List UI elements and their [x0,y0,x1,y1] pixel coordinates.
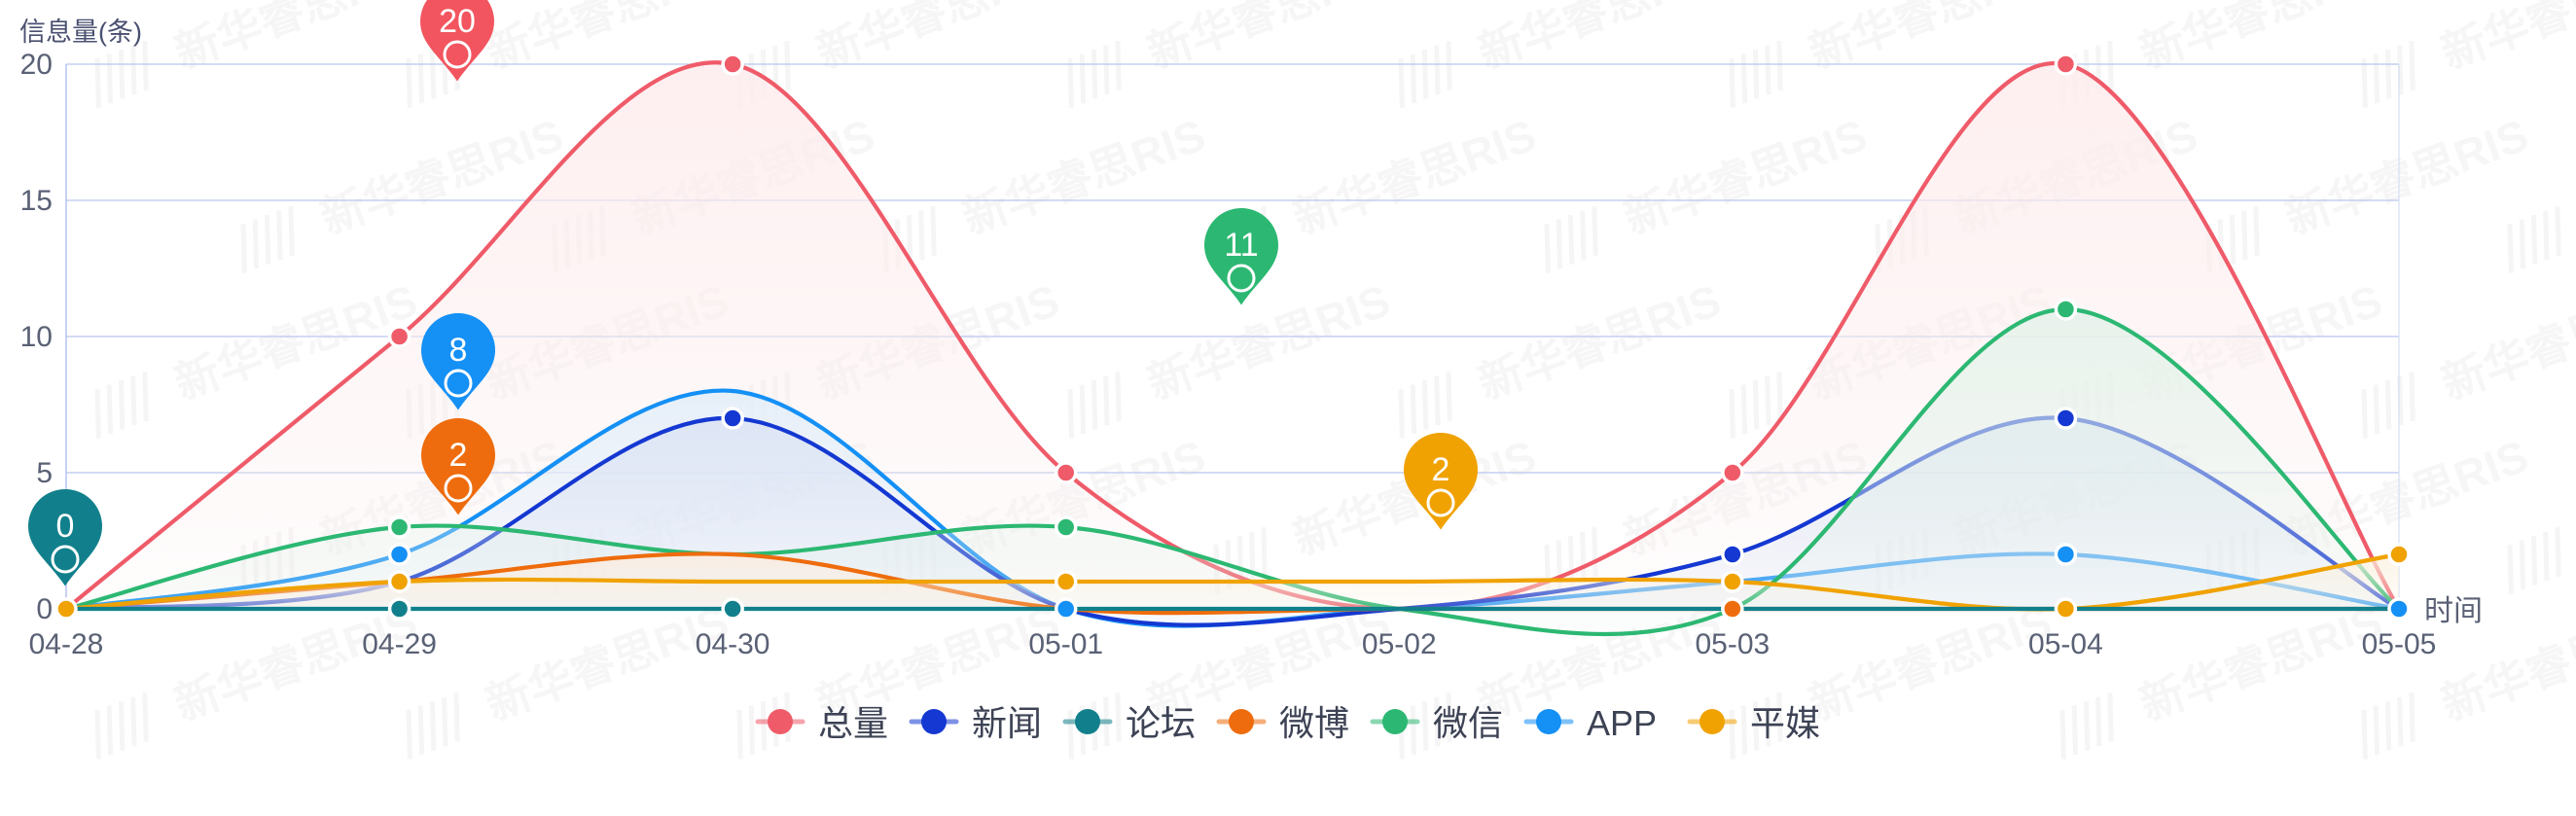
legend-item-微博[interactable]: 微博 [1216,703,1349,743]
legend-label: 总量 [818,703,888,743]
pin-value-label: 8 [449,332,468,369]
legend-item-总量[interactable]: 总量 [755,703,888,743]
data-point[interactable] [387,597,411,621]
x-axis-tick: 04-30 [696,628,770,660]
legend-item-论坛[interactable]: 论坛 [1062,703,1196,743]
data-point[interactable] [1054,515,1078,539]
pin-marker-forum-04-28[interactable]: 0 [28,489,102,586]
legend-label: 微信 [1433,703,1503,743]
y-axis-tick: 15 [20,185,53,217]
data-point[interactable] [2054,298,2078,321]
legend-label: 平媒 [1750,703,1820,743]
data-point[interactable] [54,597,78,621]
y-axis-tick: 20 [20,49,53,81]
pin-marker-wechat-05-04[interactable]: 11 [1204,208,1278,305]
x-axis-title: 时间 [2424,595,2483,627]
pin-marker-app-04-30[interactable]: 8 [421,313,495,410]
x-axis-tick: 05-01 [1028,628,1103,660]
y-axis-tick: 0 [36,593,53,625]
x-axis-tick: 05-02 [1362,628,1437,660]
data-point[interactable] [721,53,744,76]
data-point[interactable] [1721,570,1744,593]
y-axis-tick: 10 [20,321,53,353]
legend-label: 论坛 [1126,703,1196,743]
data-point[interactable] [387,515,411,539]
legend-label: 新闻 [972,703,1042,743]
data-point[interactable] [1721,543,1744,566]
legend-item-平媒[interactable]: 平媒 [1687,703,1820,743]
legend-item-新闻[interactable]: 新闻 [909,703,1042,743]
pin-value-label: 0 [56,508,75,545]
legend-item-微信[interactable]: 微信 [1370,703,1503,743]
pin-marker-weibo-04-30[interactable]: 2 [421,418,495,515]
data-point[interactable] [2387,597,2411,621]
legend-label: 微博 [1279,703,1349,743]
data-point[interactable] [2054,53,2078,76]
x-axis-tick: 05-05 [2362,628,2437,660]
data-point[interactable] [1054,570,1078,593]
pin-value-label: 11 [1224,227,1258,264]
data-point[interactable] [2054,543,2078,566]
legend-label: APP [1587,703,1657,743]
pin-marker-total-04-30[interactable]: 20 [420,0,494,82]
pin-value-label: 2 [449,437,468,474]
y-axis-tick: 5 [36,457,53,489]
data-point[interactable] [387,570,411,593]
pin-value-label: 20 [439,3,476,40]
legend-item-APP[interactable]: APP [1523,703,1657,743]
x-axis-tick: 05-03 [1695,628,1770,660]
pin-marker-print-05-05[interactable]: 2 [1404,433,1478,530]
x-axis-tick: 04-28 [29,628,104,660]
data-point[interactable] [2054,407,2078,430]
data-point[interactable] [387,325,411,348]
data-point[interactable] [1721,597,1744,621]
data-point[interactable] [2054,597,2078,621]
data-point[interactable] [721,597,744,621]
x-axis-tick: 04-29 [362,628,437,660]
data-point[interactable] [2387,543,2411,566]
data-point[interactable] [721,407,744,430]
data-point[interactable] [1721,461,1744,484]
pin-value-label: 2 [1432,451,1450,488]
data-point[interactable] [387,543,411,566]
data-point[interactable] [1054,461,1078,484]
x-axis-tick: 05-04 [2028,628,2103,660]
y-axis-title: 信息量(条) [19,18,142,47]
data-point[interactable] [1054,597,1078,621]
